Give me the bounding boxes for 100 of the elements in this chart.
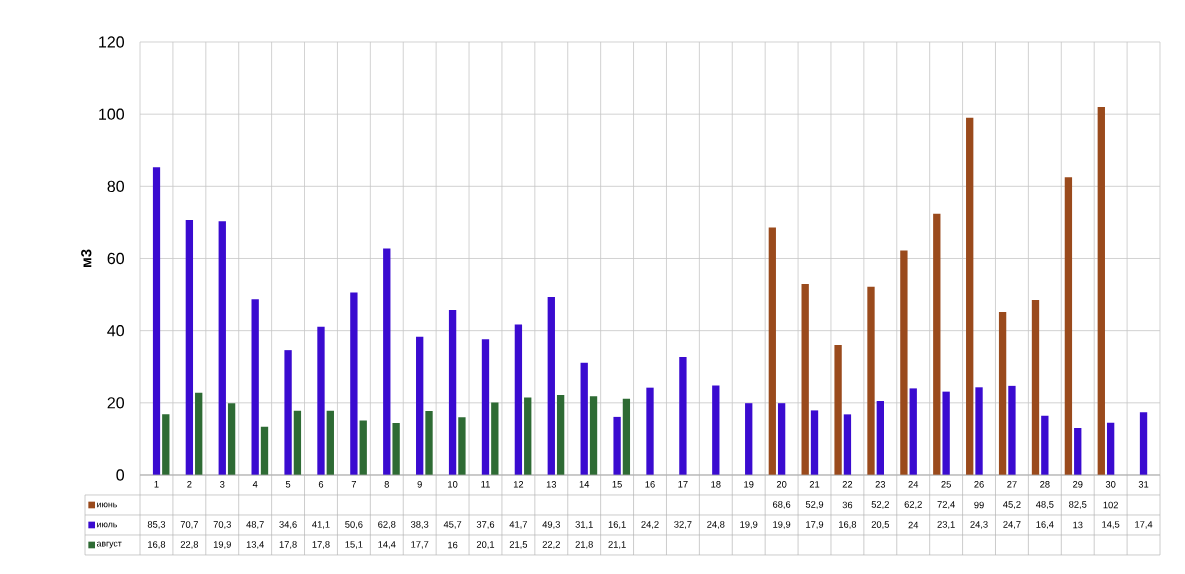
bar [218, 221, 226, 475]
data-label: 17,7 [411, 541, 429, 549]
x-tick-label: 4 [252, 481, 258, 488]
bar [392, 423, 400, 475]
bar [162, 414, 170, 475]
data-label: 21,5 [509, 541, 528, 549]
bar [646, 387, 654, 475]
x-tick-label: 21 [809, 481, 820, 488]
data-label: 16,4 [1036, 521, 1054, 529]
x-tick-label: 3 [220, 481, 225, 488]
y-tick-label: 100 [99, 108, 125, 120]
y-axis-title: м3 [81, 249, 92, 267]
bar [448, 310, 457, 475]
bar [589, 396, 598, 475]
bar [768, 227, 776, 475]
bar [425, 411, 433, 475]
bar [909, 388, 917, 475]
data-label: 24,3 [970, 521, 988, 529]
data-label: 23,1 [937, 521, 955, 529]
x-tick-label: 31 [1138, 481, 1149, 488]
x-tick-label: 27 [1007, 481, 1017, 488]
bar [416, 336, 424, 475]
bar [801, 284, 809, 475]
bar [260, 426, 269, 475]
bar [195, 392, 203, 475]
bar [622, 398, 631, 475]
y-tick-label: 0 [116, 469, 125, 481]
x-tick-label: 12 [513, 481, 524, 488]
data-label: 52,9 [805, 501, 824, 509]
data-label: 14,4 [378, 541, 396, 549]
x-tick-label: 16 [645, 481, 655, 488]
data-label: 70,7 [180, 521, 198, 529]
bar [547, 297, 555, 475]
data-label: 16,8 [148, 541, 166, 549]
bar [745, 403, 753, 475]
bar [876, 401, 884, 475]
bar [867, 286, 875, 475]
data-label: 48,5 [1035, 501, 1054, 509]
bar [491, 402, 499, 475]
data-label: 24 [908, 521, 919, 529]
bar [712, 385, 720, 475]
data-label: 41,1 [312, 521, 330, 529]
bar [942, 391, 950, 475]
bar [1097, 106, 1105, 475]
y-tick-label: 120 [99, 36, 125, 48]
x-tick-label: 10 [448, 481, 458, 488]
data-label: 19,9 [740, 521, 758, 529]
x-tick-label: 30 [1105, 481, 1116, 488]
data-label: 45,2 [1003, 501, 1021, 509]
bar [251, 299, 259, 475]
data-label: 49,3 [542, 521, 560, 529]
bar [1106, 422, 1115, 475]
bar [317, 326, 325, 475]
bar [900, 250, 908, 475]
data-label: 48,7 [246, 521, 264, 529]
bar [933, 213, 941, 475]
x-tick-label: 15 [612, 481, 622, 488]
data-label: 19,9 [213, 541, 231, 549]
data-label: 13 [1073, 521, 1083, 529]
data-label: 24,2 [641, 521, 659, 529]
x-tick-label: 19 [744, 481, 754, 488]
x-tick-label: 22 [842, 481, 853, 488]
bar [152, 167, 161, 475]
data-label: 82,5 [1069, 501, 1087, 509]
data-label: 20,5 [871, 521, 889, 529]
bar [1041, 415, 1049, 475]
data-label: 41,7 [509, 521, 528, 529]
data-label: 21,1 [608, 541, 626, 549]
data-label: 31,1 [575, 521, 593, 529]
x-tick-label: 23 [875, 481, 886, 488]
data-label: 13,4 [246, 541, 264, 549]
bar [326, 410, 334, 475]
bar [458, 417, 466, 475]
data-label: 37,6 [476, 521, 495, 529]
data-label: 21,8 [575, 541, 593, 549]
bar [383, 248, 391, 475]
y-tick-label: 60 [107, 252, 125, 265]
data-label: 38,3 [410, 521, 429, 529]
bar [580, 362, 588, 475]
x-tick-label: 29 [1073, 481, 1083, 488]
x-tick-label: 8 [384, 481, 389, 488]
bar [359, 420, 367, 475]
x-tick-label: 11 [481, 481, 490, 488]
bar [293, 410, 302, 475]
bar [227, 403, 236, 475]
y-tick-label: 80 [107, 180, 125, 192]
x-tick-label: 2 [187, 481, 192, 488]
bar [1074, 428, 1082, 475]
data-label: 24,7 [1003, 521, 1021, 529]
x-tick-label: 13 [546, 481, 557, 488]
x-tick-label: 20 [776, 481, 787, 488]
data-label: 17,8 [279, 541, 297, 549]
data-label: 15,1 [345, 541, 363, 549]
data-label: 45,7 [443, 521, 462, 529]
x-tick-label: 7 [351, 481, 357, 488]
x-tick-label: 6 [318, 481, 324, 488]
data-label: 16,1 [608, 521, 626, 529]
data-label: 34,6 [279, 521, 297, 529]
x-tick-label: 5 [285, 481, 291, 488]
bar [998, 311, 1007, 475]
